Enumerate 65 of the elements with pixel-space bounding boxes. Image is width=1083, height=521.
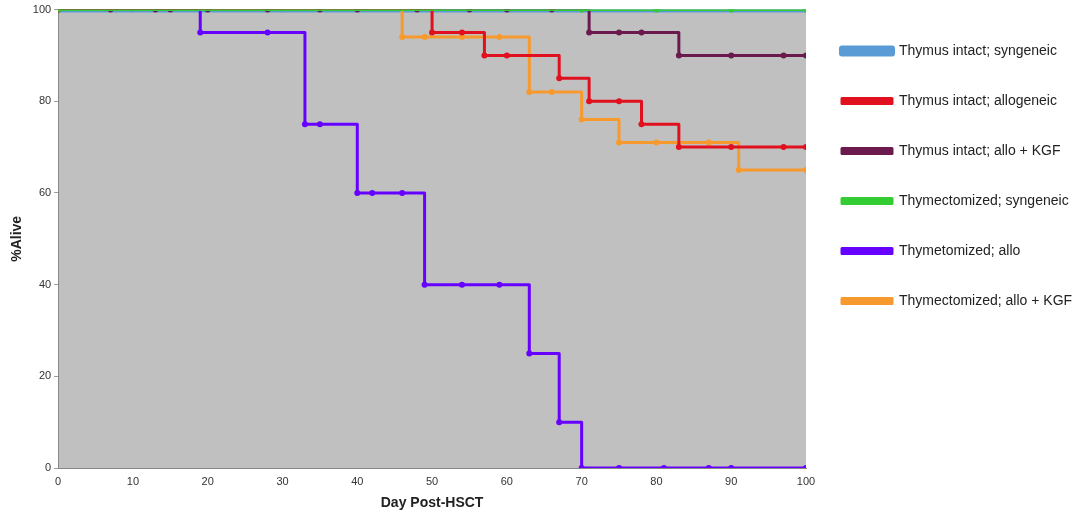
x-tick-label: 80 xyxy=(650,474,663,487)
x-tick-label: 90 xyxy=(725,474,738,487)
point xyxy=(653,139,660,146)
point xyxy=(496,34,503,41)
x-tick-label: 100 xyxy=(796,474,816,487)
point xyxy=(421,34,428,41)
point xyxy=(728,52,735,59)
point xyxy=(429,29,436,36)
point xyxy=(548,89,555,96)
point xyxy=(780,52,787,59)
point xyxy=(616,29,623,36)
point xyxy=(526,350,533,357)
point xyxy=(728,144,735,151)
x-tick-label: 10 xyxy=(126,474,140,487)
y-tick-label: 80 xyxy=(38,94,52,107)
point xyxy=(616,139,623,146)
point xyxy=(586,29,593,36)
y-tick-label: 20 xyxy=(38,369,52,382)
point xyxy=(556,419,563,426)
point xyxy=(399,189,406,196)
point xyxy=(503,52,510,59)
x-axis-title: Day Post-HSCT xyxy=(380,494,484,511)
x-tick-label: 40 xyxy=(351,474,364,487)
point xyxy=(458,29,465,36)
point xyxy=(735,167,742,174)
point xyxy=(496,281,503,288)
legend-label: Thymectomized; allo + KGF xyxy=(899,291,1073,308)
point xyxy=(369,189,376,196)
point xyxy=(301,121,308,128)
y-tick-label: 0 xyxy=(45,461,52,474)
legend-label: Thymus intact; allo + KGF xyxy=(899,141,1061,158)
legend-label: Thymectomized; syngeneic xyxy=(899,191,1069,208)
y-tick-label: 100 xyxy=(32,2,52,15)
legend-label: Thymus intact; syngeneic xyxy=(899,41,1057,58)
point xyxy=(638,29,645,36)
point xyxy=(264,29,271,36)
x-tick-label: 20 xyxy=(201,474,214,487)
x-tick-label: 0 xyxy=(55,474,62,487)
y-tick-label: 40 xyxy=(38,277,52,290)
point xyxy=(780,144,787,151)
point xyxy=(526,89,533,96)
point xyxy=(675,52,682,59)
point xyxy=(399,34,406,41)
point xyxy=(675,144,682,151)
x-tick-label: 50 xyxy=(425,474,439,487)
point xyxy=(316,121,323,128)
point xyxy=(556,75,563,82)
legend-label: Thymus intact; allogeneic xyxy=(899,91,1057,108)
point xyxy=(458,281,465,288)
point xyxy=(421,281,428,288)
y-axis-title: %Alive xyxy=(8,215,25,262)
point xyxy=(638,121,645,128)
legend-label: Thymetomized; allo xyxy=(899,241,1021,258)
point xyxy=(616,98,623,105)
x-tick-label: 70 xyxy=(575,474,588,487)
point xyxy=(458,34,465,41)
point xyxy=(705,139,712,146)
y-tick-label: 60 xyxy=(38,185,52,198)
point xyxy=(481,52,488,59)
point xyxy=(586,98,593,105)
point xyxy=(197,29,204,36)
x-tick-label: 60 xyxy=(500,474,513,487)
point xyxy=(354,189,361,196)
x-tick-label: 30 xyxy=(276,474,289,487)
point xyxy=(578,116,585,123)
